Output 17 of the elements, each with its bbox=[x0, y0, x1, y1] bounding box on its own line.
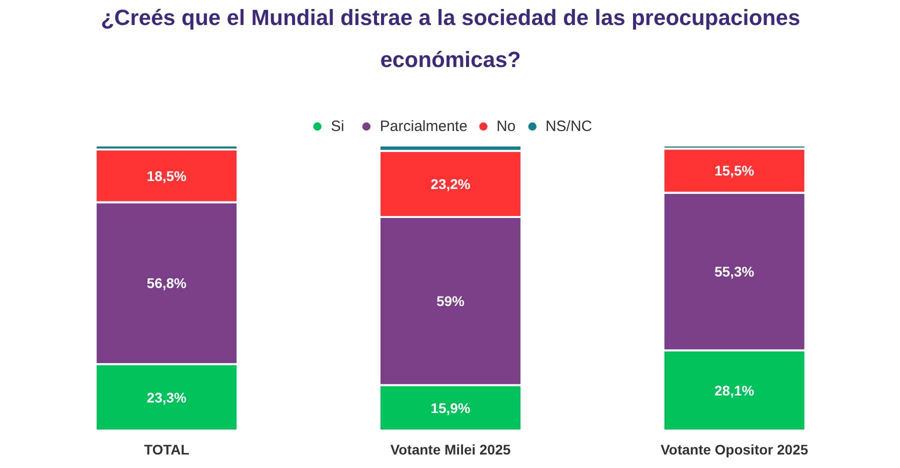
legend-label: No bbox=[496, 118, 516, 134]
data-label: 23,2% bbox=[430, 176, 471, 192]
legend-label: Si bbox=[330, 118, 346, 134]
data-label: 15,9% bbox=[430, 400, 471, 416]
data-label: 56,8% bbox=[146, 275, 188, 292]
x-tick-label: TOTAL bbox=[144, 442, 190, 458]
legend-label: NS/NC bbox=[545, 118, 592, 134]
data-label: 23,3% bbox=[146, 389, 188, 406]
legend-label: Parcialmente bbox=[380, 118, 468, 134]
chart-title: ¿Creés que el Mundial distrae a la sociedad de las preocupaciones económicas? bbox=[100, 4, 800, 72]
data-label: 28,1% bbox=[714, 382, 755, 398]
data-label: 59% bbox=[436, 293, 466, 310]
data-label: 15,5% bbox=[714, 162, 755, 179]
x-tick-label: Votante Milei 2025 bbox=[390, 442, 511, 458]
data-label: 55,3% bbox=[714, 264, 755, 280]
data-label: 18,5% bbox=[146, 168, 188, 184]
x-tick-label: Votante Opositor 2025 bbox=[660, 442, 808, 458]
